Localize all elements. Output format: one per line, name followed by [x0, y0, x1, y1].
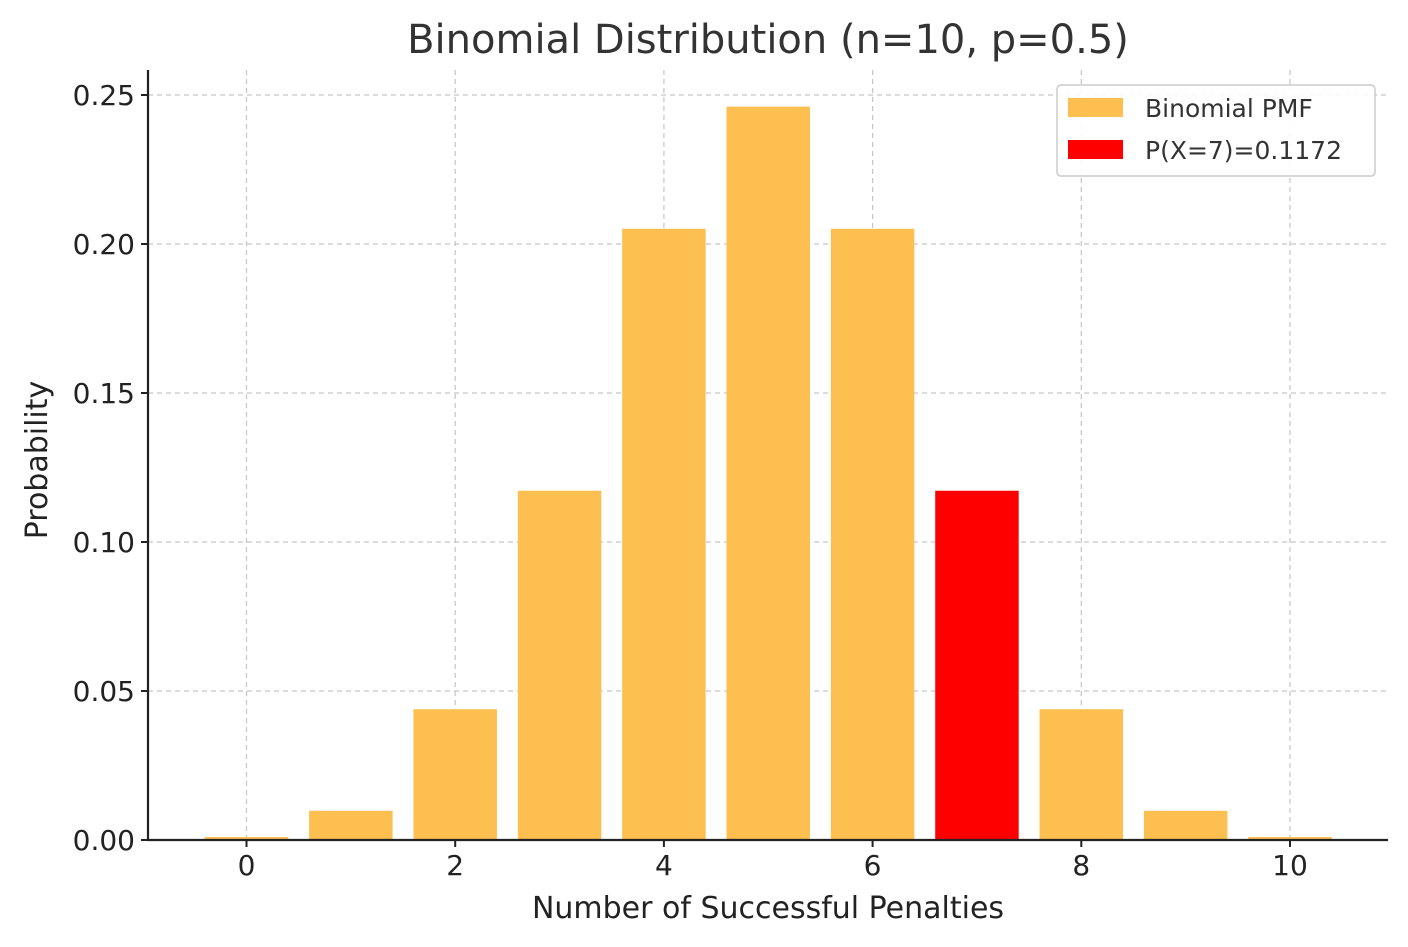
x-axis-label: Number of Successful Penalties	[532, 891, 1004, 926]
chart-title: Binomial Distribution (n=10, p=0.5)	[407, 17, 1129, 63]
y-tick-label: 0.05	[73, 675, 135, 708]
y-tick-label: 0.10	[73, 526, 135, 559]
bars-layer	[204, 106, 1332, 840]
y-tick-label: 0.00	[73, 824, 135, 857]
axes-layer	[146, 70, 1388, 842]
x-tick-label: 10	[1272, 849, 1308, 882]
ticks-layer: 0 2 4 6 8 10 0.00 0.05 0.10 0.15 0.20 0.25	[73, 79, 1308, 882]
legend: Binomial PMF P(X=7)=0.1172	[1056, 84, 1376, 177]
bar-x-8	[1039, 709, 1124, 840]
bar-x-2	[413, 709, 497, 840]
bar-x-6	[830, 228, 915, 840]
x-tick-label: 4	[655, 849, 673, 882]
bar-x-0	[204, 837, 289, 840]
x-tick-label: 6	[864, 849, 882, 882]
x-tick-label: 8	[1072, 849, 1090, 882]
y-axis-label: Probability	[20, 381, 55, 540]
bar-x-5	[726, 106, 810, 840]
bar-x-3	[517, 490, 602, 840]
x-tick-label: 2	[446, 849, 464, 882]
bar-x-4	[622, 228, 706, 840]
bar-x-9	[1143, 810, 1228, 840]
y-tick-label: 0.25	[73, 79, 135, 112]
legend-label-highlight: P(X=7)=0.1172	[1145, 136, 1342, 165]
bar-highlight-x-7	[935, 490, 1019, 840]
x-tick-label: 0	[238, 849, 256, 882]
legend-label-binomial-pmf: Binomial PMF	[1145, 94, 1313, 123]
y-tick-label: 0.15	[73, 377, 135, 410]
bar-x-10	[1248, 837, 1332, 840]
bar-x-1	[309, 810, 393, 840]
legend-swatch-binomial-pmf	[1068, 98, 1123, 117]
legend-box	[1056, 84, 1376, 177]
legend-swatch-highlight	[1068, 140, 1123, 159]
y-tick-label: 0.20	[73, 228, 135, 261]
